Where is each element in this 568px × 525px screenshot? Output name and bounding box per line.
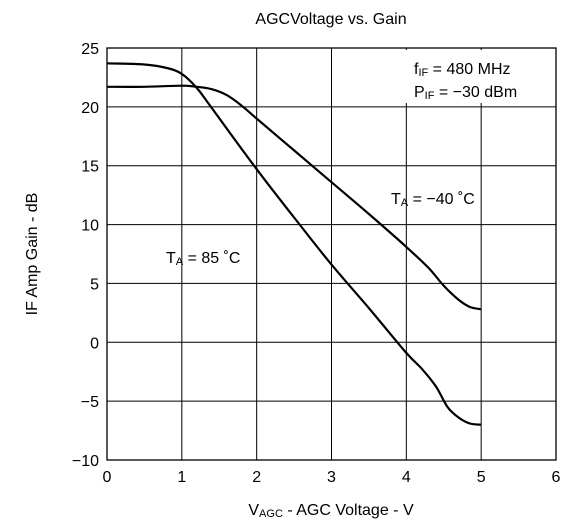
x-tick-label: 2 — [252, 469, 261, 486]
y-axis-label: IF Amp Gain - dB — [24, 193, 41, 316]
y-tick-label: 15 — [81, 159, 99, 176]
x-tick-label: 6 — [552, 469, 561, 486]
label-ta-minus40: TA = −40 ˚C — [391, 191, 475, 209]
x-tick-label: 1 — [177, 469, 186, 486]
plot-frame — [106, 47, 557, 461]
y-tick-label: 20 — [81, 100, 99, 117]
y-tick-label: 5 — [90, 276, 99, 293]
series-ta-minus40-line — [106, 84, 482, 311]
condition-pif: PIF = −30 dBm — [414, 84, 517, 102]
x-tick-label: 4 — [402, 469, 411, 486]
y-tick-label: 10 — [81, 218, 99, 235]
condition-fif: fIF = 480 MHz — [414, 61, 511, 79]
y-tick-label: 0 — [90, 335, 99, 352]
y-tick-label: −10 — [72, 453, 99, 470]
x-tick-label: 3 — [327, 469, 336, 486]
x-axis-label: VAGC - AGC Voltage - V — [248, 502, 414, 520]
label-ta-85: TA = 85 ˚C — [166, 250, 240, 268]
x-tick-label: 5 — [477, 469, 486, 486]
tick-labels: 0 1 2 3 4 5 6 −10 −5 0 5 10 15 20 25 — [72, 41, 561, 486]
conditions-box — [404, 50, 554, 103]
series-ta-85-line — [106, 62, 482, 426]
y-tick-label: 25 — [81, 41, 99, 58]
grid — [106, 47, 557, 461]
series-group — [106, 62, 482, 426]
y-tick-label: −5 — [81, 394, 99, 411]
x-tick-label: 0 — [103, 469, 112, 486]
chart-title: AGCVoltage vs. Gain — [255, 11, 406, 28]
